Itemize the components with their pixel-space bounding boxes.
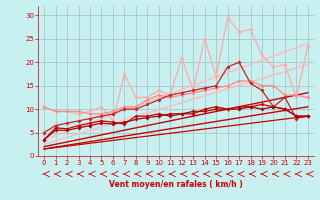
X-axis label: Vent moyen/en rafales ( km/h ): Vent moyen/en rafales ( km/h ) [109, 180, 243, 189]
